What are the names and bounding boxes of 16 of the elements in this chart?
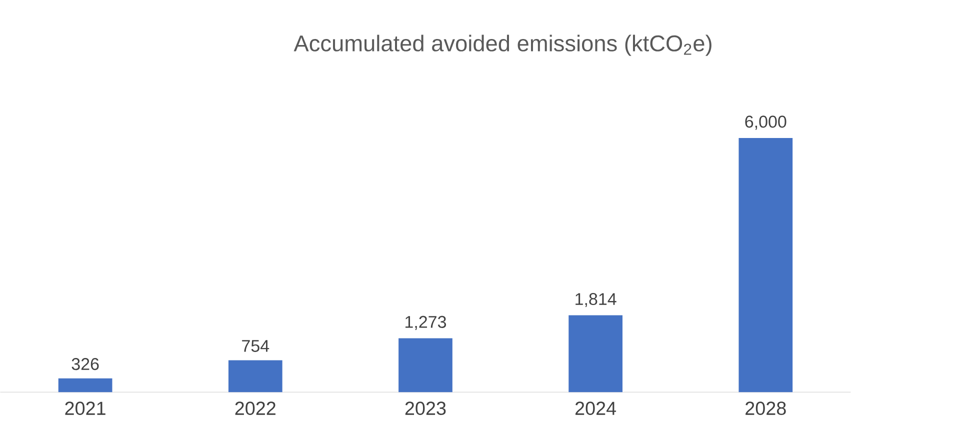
bar — [738, 138, 793, 392]
x-tick-label: 2022 — [235, 402, 276, 415]
bar — [568, 315, 622, 392]
bar — [228, 360, 282, 392]
x-tick-label: 2028 — [746, 402, 786, 415]
data-label: 1,814 — [576, 292, 616, 308]
x-tick-label: 2021 — [65, 402, 106, 415]
bar — [398, 338, 452, 392]
data-label: 326 — [72, 358, 99, 370]
chart-title: Accumulated avoided emissions (ktCO$_{2}$e) — [294, 34, 712, 56]
bar — [58, 378, 112, 392]
data-label: 6,000 — [745, 116, 786, 130]
x-tick-label: 2024 — [575, 402, 616, 415]
data-label: 754 — [242, 340, 270, 352]
x-tick-label: 2023 — [405, 402, 446, 415]
data-label: 1,273 — [405, 316, 446, 330]
